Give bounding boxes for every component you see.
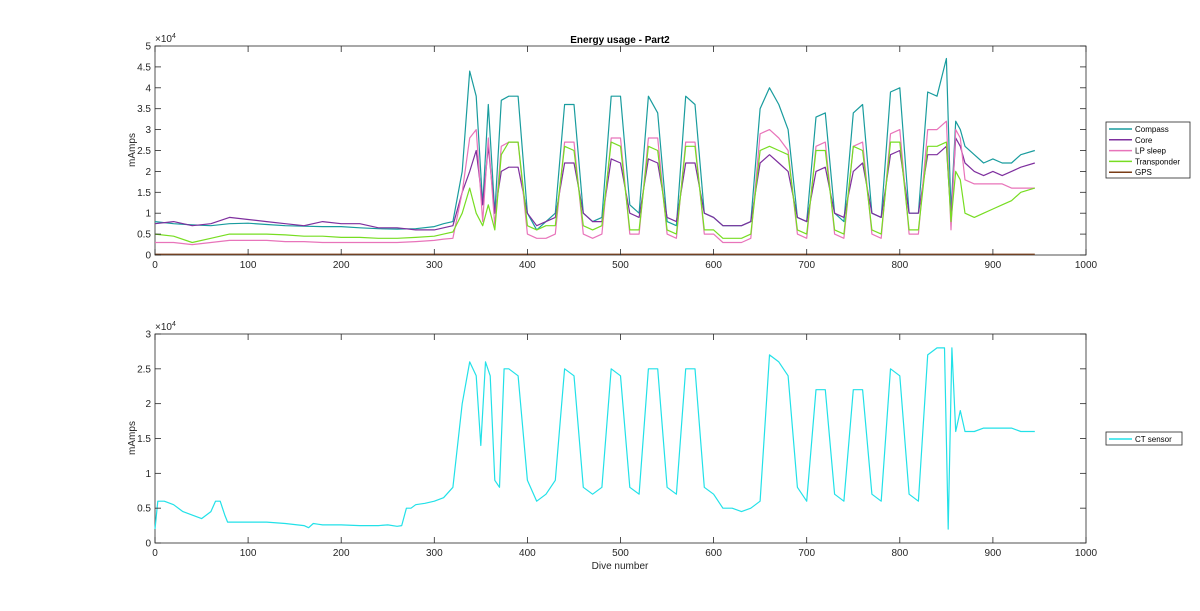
y-tick-label: 0.5 [137, 230, 151, 241]
x-tick-label: 200 [333, 260, 350, 271]
y-tick-label: 2.5 [137, 364, 151, 375]
y-tick-label: 4 [145, 83, 151, 94]
y-tick-label: 0 [145, 251, 151, 262]
axes-bottom: 0 100 200 300 400 500 600 700 800 900 1000 0 0.5 1 1.… [127, 321, 1098, 572]
axes-top-x-ticks: 0 100 200 300 400 500 600 700 800 900 1000 [152, 46, 1098, 271]
y-tick-label: 2 [145, 399, 151, 410]
x-tick-label: 0 [152, 548, 158, 559]
axes-bottom-xlabel: Dive number [592, 561, 649, 572]
x-tick-label: 400 [519, 260, 536, 271]
x-tick-label: 600 [705, 260, 722, 271]
axes-top-exponent: ×104 [155, 33, 176, 45]
series-line-transponder [154, 141, 1035, 244]
x-tick-label: 1000 [1075, 260, 1098, 271]
y-tick-label: 2.5 [137, 146, 151, 157]
x-tick-label: 800 [891, 260, 908, 271]
x-tick-label: 200 [333, 548, 350, 559]
x-tick-label: 900 [985, 548, 1002, 559]
y-tick-label: 0 [145, 539, 151, 550]
x-tick-label: 500 [612, 548, 629, 559]
axes-top-ylabel: mAmps [127, 133, 138, 167]
legend-label: Core [1135, 136, 1153, 145]
x-tick-label: 400 [519, 548, 536, 559]
axes-bottom-ylabel: mAmps [127, 421, 138, 455]
legend-label: Compass [1135, 125, 1169, 134]
y-tick-label: 3 [145, 330, 151, 341]
x-tick-label: 100 [240, 260, 257, 271]
axes-bottom-box [154, 333, 1087, 544]
chart-title: Energy usage - Part2 [570, 35, 670, 46]
series-line-compass [154, 57, 1035, 231]
axes-bottom-x-ticks: 0 100 200 300 400 500 600 700 800 900 1000 [152, 334, 1098, 559]
legend-label: LP sleep [1135, 147, 1167, 156]
x-tick-label: 700 [798, 260, 815, 271]
series-line-ct-sensor [154, 347, 1035, 530]
legend-label: Transponder [1135, 157, 1180, 166]
y-tick-label: 1.5 [137, 434, 151, 445]
y-tick-label: 3.5 [137, 104, 151, 115]
x-tick-label: 800 [891, 548, 908, 559]
legend-label: CT sensor [1135, 435, 1172, 444]
y-tick-label: 1 [145, 469, 151, 480]
axes-bottom-series [154, 347, 1035, 530]
x-tick-label: 500 [612, 260, 629, 271]
x-tick-label: 600 [705, 548, 722, 559]
x-tick-label: 1000 [1075, 548, 1098, 559]
legend-bottom: CT sensor [1105, 431, 1183, 446]
y-tick-label: 4.5 [137, 62, 151, 73]
legend-label: GPS [1135, 168, 1152, 177]
axes-top-y-ticks: 0 0.5 1 1.5 2 2.5 3 3.5 4 4.5 5 [137, 42, 1086, 262]
y-tick-label: 1 [145, 209, 151, 220]
axes-top: 0 100 200 300 400 500 600 700 800 900 1000 0 0.5 1 1.… [127, 33, 1098, 271]
legend-bottom-box [1105, 431, 1183, 446]
x-tick-label: 300 [426, 548, 443, 559]
x-tick-label: 700 [798, 548, 815, 559]
x-tick-label: 300 [426, 260, 443, 271]
x-tick-label: 900 [985, 260, 1002, 271]
y-tick-label: 5 [145, 42, 151, 53]
x-tick-label: 0 [152, 260, 158, 271]
y-tick-label: 1.5 [137, 188, 151, 199]
y-tick-label: 2 [145, 167, 151, 178]
axes-bottom-y-ticks: 0 0.5 1 1.5 2 2.5 3 [137, 330, 1086, 550]
y-tick-label: 3 [145, 125, 151, 136]
axes-bottom-exponent: ×104 [155, 321, 176, 333]
y-tick-label: 0.5 [137, 504, 151, 515]
x-tick-label: 100 [240, 548, 257, 559]
